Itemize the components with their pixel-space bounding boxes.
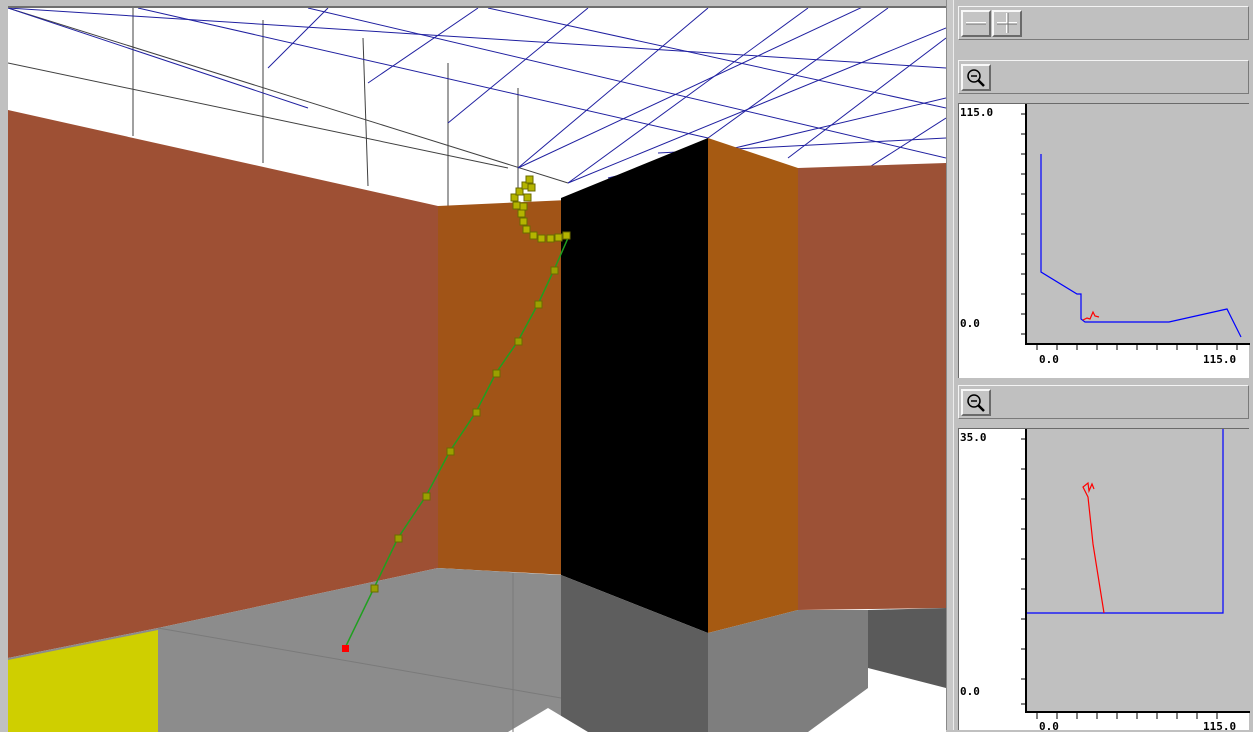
floor-grid xyxy=(157,573,562,732)
right-wall xyxy=(798,163,946,610)
top-plot-path-line xyxy=(1082,310,1100,321)
zoom-toolbar xyxy=(958,6,1249,40)
trajectory-cluster xyxy=(510,175,571,243)
floor-right-dark xyxy=(868,608,946,688)
left-wall xyxy=(8,110,438,658)
ceiling-grid-far xyxy=(8,8,946,184)
pillar-side xyxy=(708,138,798,633)
top-plot-y-min-label: 0.0 xyxy=(960,317,980,330)
window-left-edge xyxy=(0,0,8,730)
magnifier-zoom-icon xyxy=(967,394,985,412)
yellow-block xyxy=(8,630,158,732)
bottom-plot-area xyxy=(1025,429,1250,713)
pillar-front xyxy=(561,138,708,633)
floor-tile-light xyxy=(808,688,946,732)
top-plot-toolbar xyxy=(958,60,1249,94)
top-plot-y-max-label: 115.0 xyxy=(960,106,994,119)
top-plot-svg xyxy=(1040,154,1242,338)
pane-splitter[interactable] xyxy=(946,0,954,730)
top-plot-zoom-button[interactable] xyxy=(961,64,991,91)
start-marker xyxy=(342,645,349,652)
bottom-plot-toolbar xyxy=(958,385,1249,419)
window-top-edge xyxy=(0,0,1253,6)
trajectory-markers xyxy=(370,266,559,593)
bottom-plot-svg xyxy=(1027,429,1224,614)
zoom-in-button[interactable] xyxy=(992,10,1022,37)
zoom-out-button[interactable] xyxy=(961,10,991,37)
back-wall xyxy=(438,200,568,575)
bottom-plot-x-min-label: 0.0 xyxy=(1039,720,1059,731)
bottom-plot: 35.0 0.0 0.0 115.0 xyxy=(958,428,1250,731)
3d-scene xyxy=(8,8,946,732)
top-plot-x-max-label: 115.0 xyxy=(1203,353,1237,366)
bottom-plot-wall-line xyxy=(1027,429,1224,614)
bottom-plot-x-max-label: 115.0 xyxy=(1203,720,1237,731)
bottom-plot-zoom-button[interactable] xyxy=(961,389,991,416)
top-plot: 115.0 0.0 0.0 115.0 xyxy=(958,103,1250,378)
bottom-plot-path-line xyxy=(1082,481,1105,614)
minus-icon xyxy=(966,22,986,25)
side-panel: 115.0 0.0 0.0 115.0 xyxy=(954,0,1253,730)
magnifier-zoom-icon xyxy=(967,69,985,87)
3d-viewport[interactable] xyxy=(8,6,946,732)
floor-right xyxy=(708,610,868,732)
top-plot-area xyxy=(1025,104,1250,345)
floor-under-pillar xyxy=(561,575,708,732)
bottom-plot-y-min-label: 0.0 xyxy=(960,685,980,698)
floor-tile-light-2 xyxy=(508,708,588,732)
bottom-plot-y-max-label: 35.0 xyxy=(960,431,987,444)
top-plot-x-min-label: 0.0 xyxy=(1039,353,1059,366)
plus-icon xyxy=(997,13,1017,33)
top-plot-wall-line xyxy=(1040,154,1242,338)
